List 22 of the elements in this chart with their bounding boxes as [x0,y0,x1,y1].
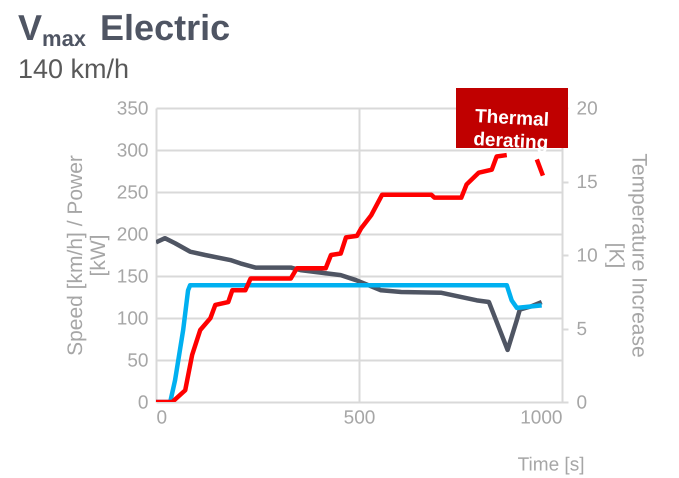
annotation: Thermal derating [472,106,550,154]
y2-tick-label: 20 [576,98,598,120]
y-axis-title: Speed [km/h] / Power [kW] [64,155,110,356]
y-tick-label: 150 [116,266,148,288]
line-series [156,236,544,352]
y-tick-label: 100 [116,308,148,330]
x-tick-label: 1000 [520,408,562,428]
y2-axis-title: Temperature Increase [K] [604,153,651,358]
x-axis-title: Time [s] [518,454,584,476]
y-tick-label: 50 [127,350,148,372]
chart-subtitle: 140 km/h [18,54,130,84]
y-tick-label: 0 [138,392,148,414]
y-tick-label: 350 [116,98,148,120]
x-tick-label: 0 [156,408,168,428]
y2-tick-label: 10 [576,246,598,266]
y-tick-label: 200 [116,224,148,246]
y-tick-label: 300 [116,140,148,162]
x-tick-label: 500 [344,408,376,428]
y2-tick-label: 5 [576,319,588,340]
y2-tick-label: 0 [576,392,588,414]
y2-tick-label: 15 [576,172,598,193]
y-tick-label: 250 [116,182,148,204]
